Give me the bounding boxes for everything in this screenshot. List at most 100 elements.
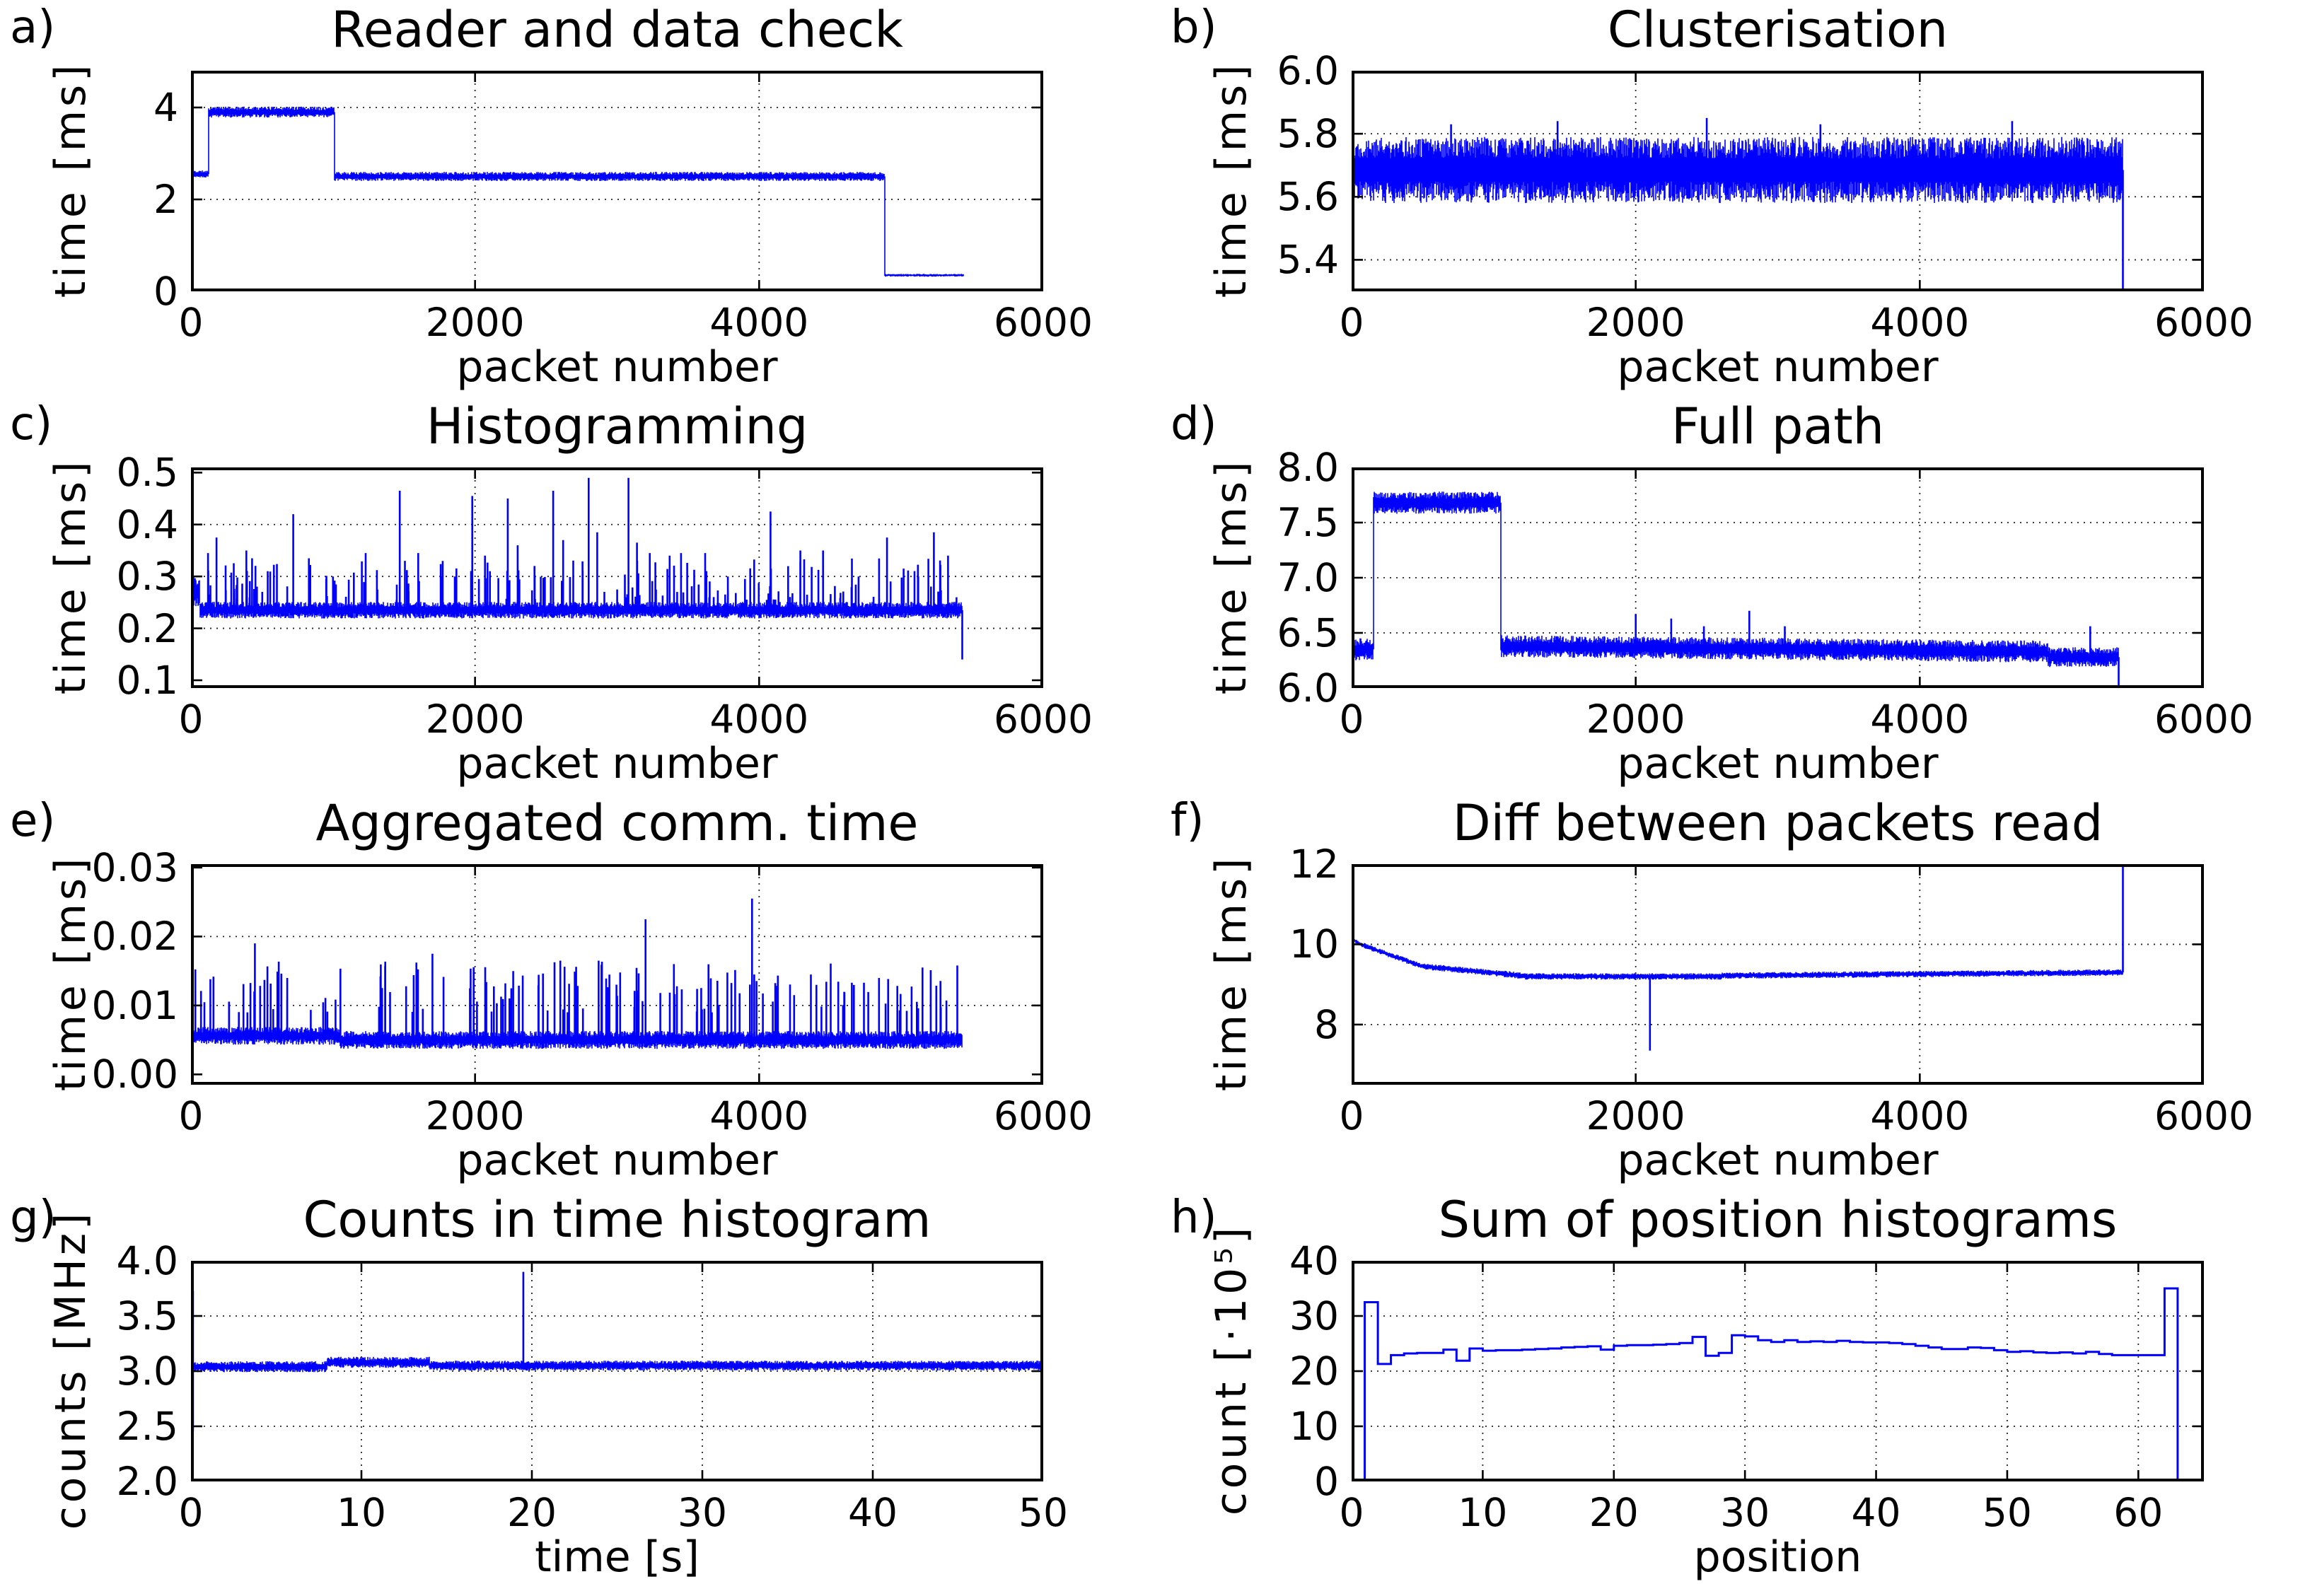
chart-title: Clusterisation (1607, 1, 1949, 59)
x-tick-label: 4000 (709, 697, 809, 742)
x-tick-label: 0 (1339, 1093, 1364, 1138)
y-tick-label: 8 (1314, 1001, 1339, 1047)
y-tick-label: 5.6 (1277, 174, 1339, 220)
data-series-line (191, 106, 964, 277)
data-series (1352, 491, 2120, 688)
subplot-e: e) Aggregated comm. time time [ms] packet n… (0, 793, 1161, 1190)
y-tick-label: 8.0 (1277, 445, 1339, 490)
y-tick-label: 0.01 (91, 982, 178, 1028)
axes-frame (1352, 1261, 2204, 1481)
data-series (191, 477, 963, 660)
y-tick-label: 0.02 (91, 914, 178, 960)
data-spikes (1450, 117, 2124, 291)
data-series-line (1352, 937, 2123, 980)
axes-frame (191, 467, 1043, 688)
chart-title: Counts in time histogram (303, 1191, 931, 1249)
x-tick-label: 2000 (1586, 697, 1685, 742)
data-series (1352, 864, 2124, 1051)
data-spikes (1649, 864, 2124, 1051)
y-tick-label: 5.8 (1277, 111, 1339, 157)
y-axis-label: time [ms] (1207, 854, 1256, 1092)
panel-letter: d) (1171, 398, 1217, 450)
subplot-f: f) Diff between packets read time [ms] pack… (1161, 793, 2322, 1190)
y-tick-label: 0.3 (116, 554, 178, 600)
x-tick-label: 60 (2113, 1490, 2164, 1535)
x-axis-label: packet number (456, 739, 778, 788)
chart-title: Reader and data check (331, 1, 903, 59)
x-tick-label: 6000 (2154, 1093, 2253, 1138)
y-tick-label: 40 (1289, 1238, 1339, 1283)
x-tick-label: 6000 (994, 1093, 1093, 1138)
data-series-line (1352, 1287, 2204, 1481)
x-tick-label: 0 (178, 1490, 204, 1535)
data-series-line (191, 1356, 1043, 1373)
x-tick-label: 10 (1458, 1490, 1508, 1535)
x-tick-label: 0 (1339, 1490, 1364, 1535)
y-tick-label: 6.0 (1277, 665, 1339, 711)
y-tick-label: 0.1 (116, 657, 178, 703)
y-tick-label: 10 (1289, 921, 1339, 967)
x-tick-label: 0 (178, 697, 204, 742)
data-series (191, 106, 964, 277)
x-axis-label: packet number (456, 342, 778, 392)
x-tick-label: 40 (1851, 1490, 1901, 1535)
data-series (191, 898, 963, 1049)
x-tick-label: 6000 (994, 300, 1093, 345)
subplot-h: h) Sum of position histograms count [·10⁵]… (1161, 1190, 2322, 1586)
y-tick-label: 10 (1289, 1404, 1339, 1449)
x-tick-label: 0 (1339, 697, 1364, 742)
y-tick-label: 4.0 (116, 1238, 178, 1283)
subplot-g: g) Counts in time histogram counts [MHz] ti… (0, 1190, 1161, 1586)
axes-frame (1352, 467, 2204, 688)
plot-canvas-h (1352, 1261, 2204, 1481)
x-tick-label: 6000 (2154, 697, 2253, 742)
y-tick-label: 0.03 (91, 844, 178, 890)
y-tick-label: 7.5 (1277, 500, 1339, 545)
data-spikes (194, 898, 958, 1040)
axes-frame (191, 864, 1043, 1085)
y-tick-label: 0.5 (116, 450, 178, 496)
y-tick-label: 3.0 (116, 1349, 178, 1394)
subplot-b: b) Clusterisation time [ms] packet number 5.… (1161, 0, 2322, 397)
x-axis-label: packet number (1617, 342, 1939, 392)
y-tick-label: 6.0 (1277, 48, 1339, 93)
data-series-line (1352, 491, 2119, 668)
panel-letter: c) (10, 398, 53, 450)
data-series (1352, 117, 2124, 291)
x-axis-label: packet number (1617, 739, 1939, 788)
y-tick-label: 0.2 (116, 605, 178, 651)
x-axis-label: packet number (1617, 1136, 1939, 1185)
chart-title: Sum of position histograms (1438, 1191, 2118, 1249)
axes-frame (191, 1261, 1043, 1481)
subplot-a: a) Reader and data check time [ms] packet n… (0, 0, 1161, 397)
x-tick-label: 6000 (994, 697, 1093, 742)
chart-title: Full path (1671, 397, 1885, 455)
plot-canvas-a (191, 71, 1043, 291)
x-tick-label: 4000 (1870, 697, 1970, 742)
data-spikes (1635, 610, 2120, 688)
x-tick-label: 2000 (1586, 300, 1685, 345)
panel-letter: e) (10, 795, 56, 847)
panel-letter: g) (10, 1192, 57, 1244)
x-tick-label: 4000 (1870, 300, 1970, 345)
y-tick-label: 0.00 (91, 1052, 178, 1097)
x-axis-label: time [s] (535, 1532, 699, 1582)
axes-frame (191, 71, 1043, 291)
y-axis-label: time [ms] (46, 854, 95, 1092)
y-tick-label: 2.5 (116, 1404, 178, 1449)
y-tick-label: 2.0 (116, 1459, 178, 1504)
x-tick-label: 0 (1339, 300, 1364, 345)
data-series-line (1352, 136, 2123, 204)
y-tick-label: 30 (1289, 1293, 1339, 1339)
panel-letter: h) (1171, 1192, 1217, 1244)
axes-frame (1352, 71, 2204, 291)
chart-title: Aggregated comm. time (315, 794, 919, 852)
y-tick-label: 4 (153, 85, 178, 130)
data-series (1352, 1287, 2204, 1481)
y-tick-label: 3.5 (116, 1293, 178, 1339)
y-tick-label: 7.0 (1277, 555, 1339, 600)
y-tick-label: 20 (1289, 1349, 1339, 1394)
subplot-c: c) Histogramming time [ms] packet number 0.1… (0, 397, 1161, 793)
data-spikes (207, 477, 963, 660)
